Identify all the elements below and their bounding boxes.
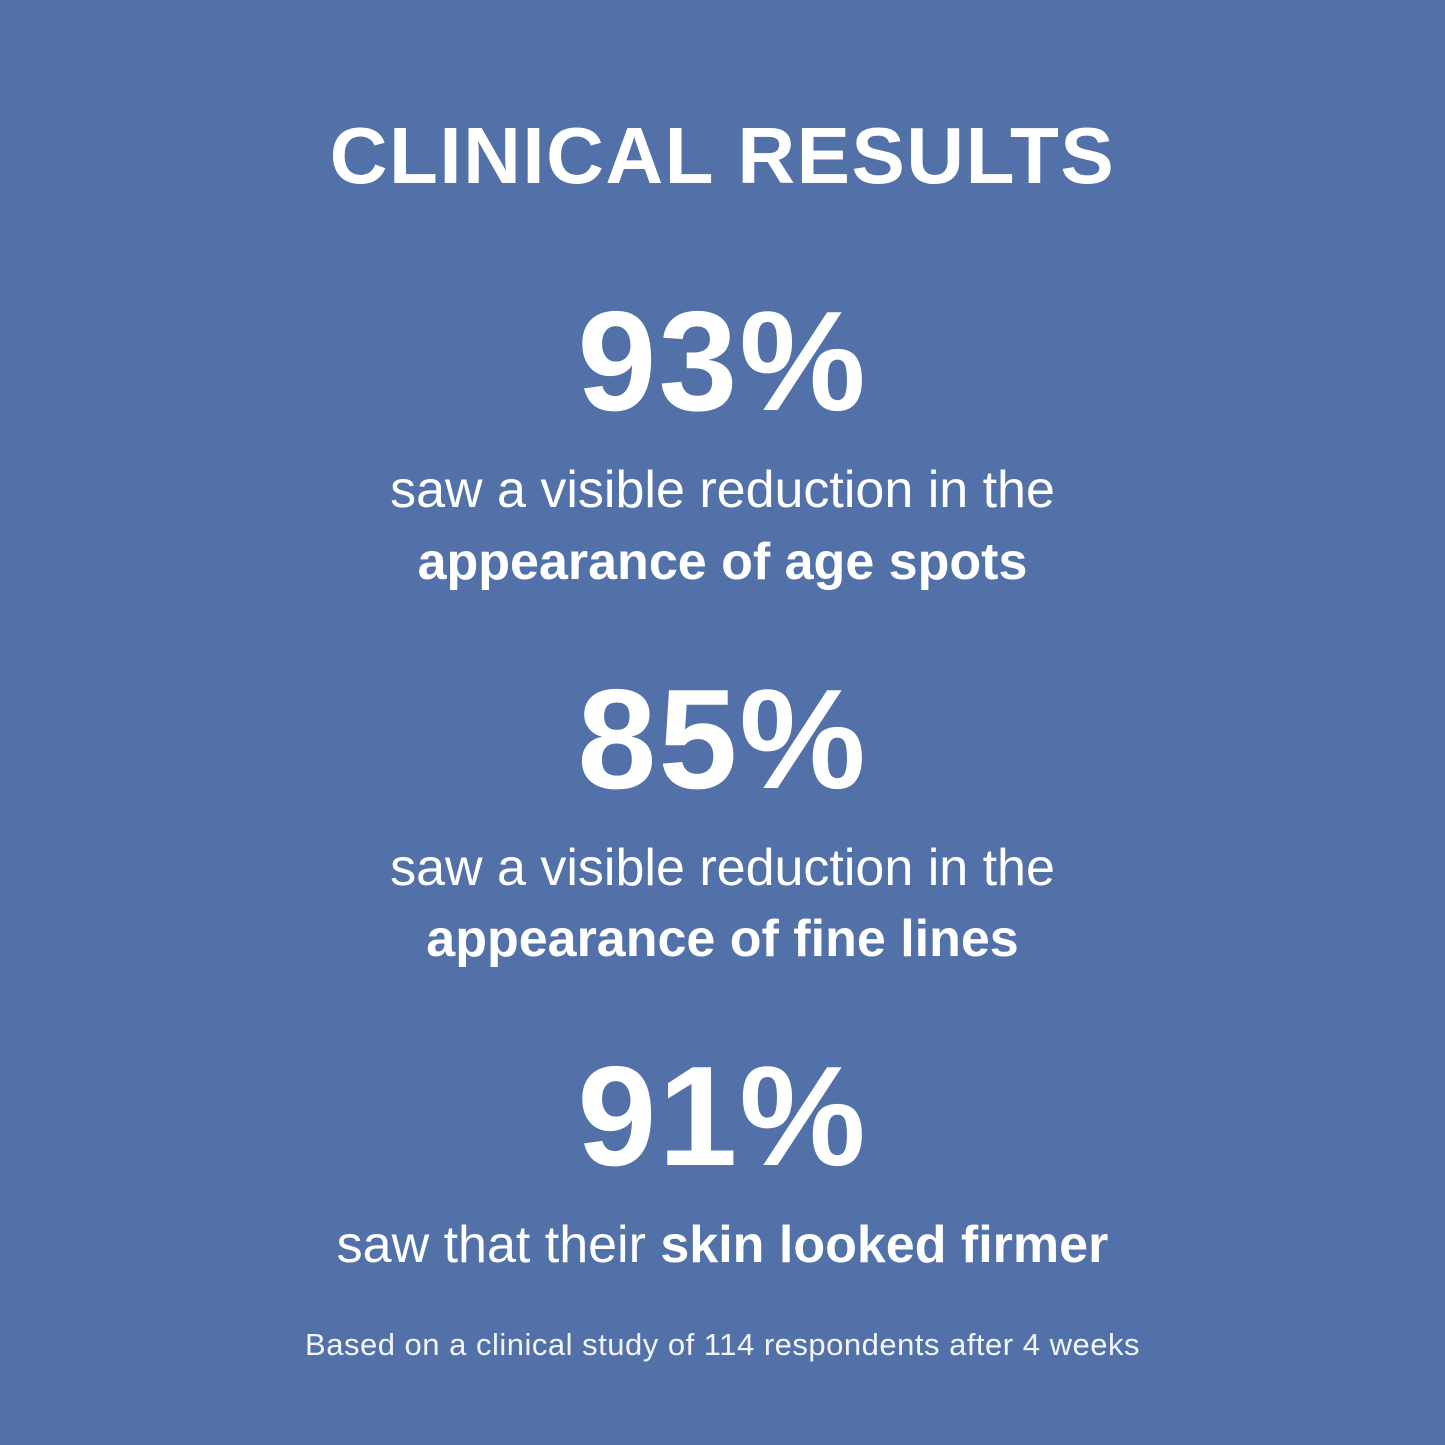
stat-caption-line1: saw a visible reduction in the xyxy=(390,461,1055,519)
stat-value-fine-lines: 85% xyxy=(577,659,868,819)
page-title: CLINICAL RESULTS xyxy=(329,111,1116,200)
stat-caption-bold: skin looked firmer xyxy=(660,1216,1109,1274)
stat-caption-line2: appearance of age spots xyxy=(417,532,1028,591)
stat-block-fine-lines: 85% saw a visible reduction in the appea… xyxy=(390,659,1055,977)
stat-caption-line2: appearance of fine lines xyxy=(426,910,1019,969)
stat-block-age-spots: 93% saw a visible reduction in the appea… xyxy=(390,291,1055,599)
stat-value-age-spots: 93% xyxy=(577,282,868,441)
stat-caption-prefix: saw that their xyxy=(336,1216,661,1274)
study-footnote: Based on a clinical study of 114 respond… xyxy=(305,1326,1140,1362)
stat-caption-age-spots: saw a visible reduction in the appearanc… xyxy=(390,455,1055,599)
stat-block-firmer-skin: 91% saw that their skin looked firmer xyxy=(337,1046,1109,1282)
stat-caption-line1: saw a visible reduction in the xyxy=(390,838,1055,897)
stat-value-firmer-skin: 91% xyxy=(577,1037,868,1196)
stat-caption-fine-lines: saw a visible reduction in the appearanc… xyxy=(390,833,1055,977)
stat-caption-firmer-skin: saw that their skin looked firmer xyxy=(337,1210,1109,1282)
